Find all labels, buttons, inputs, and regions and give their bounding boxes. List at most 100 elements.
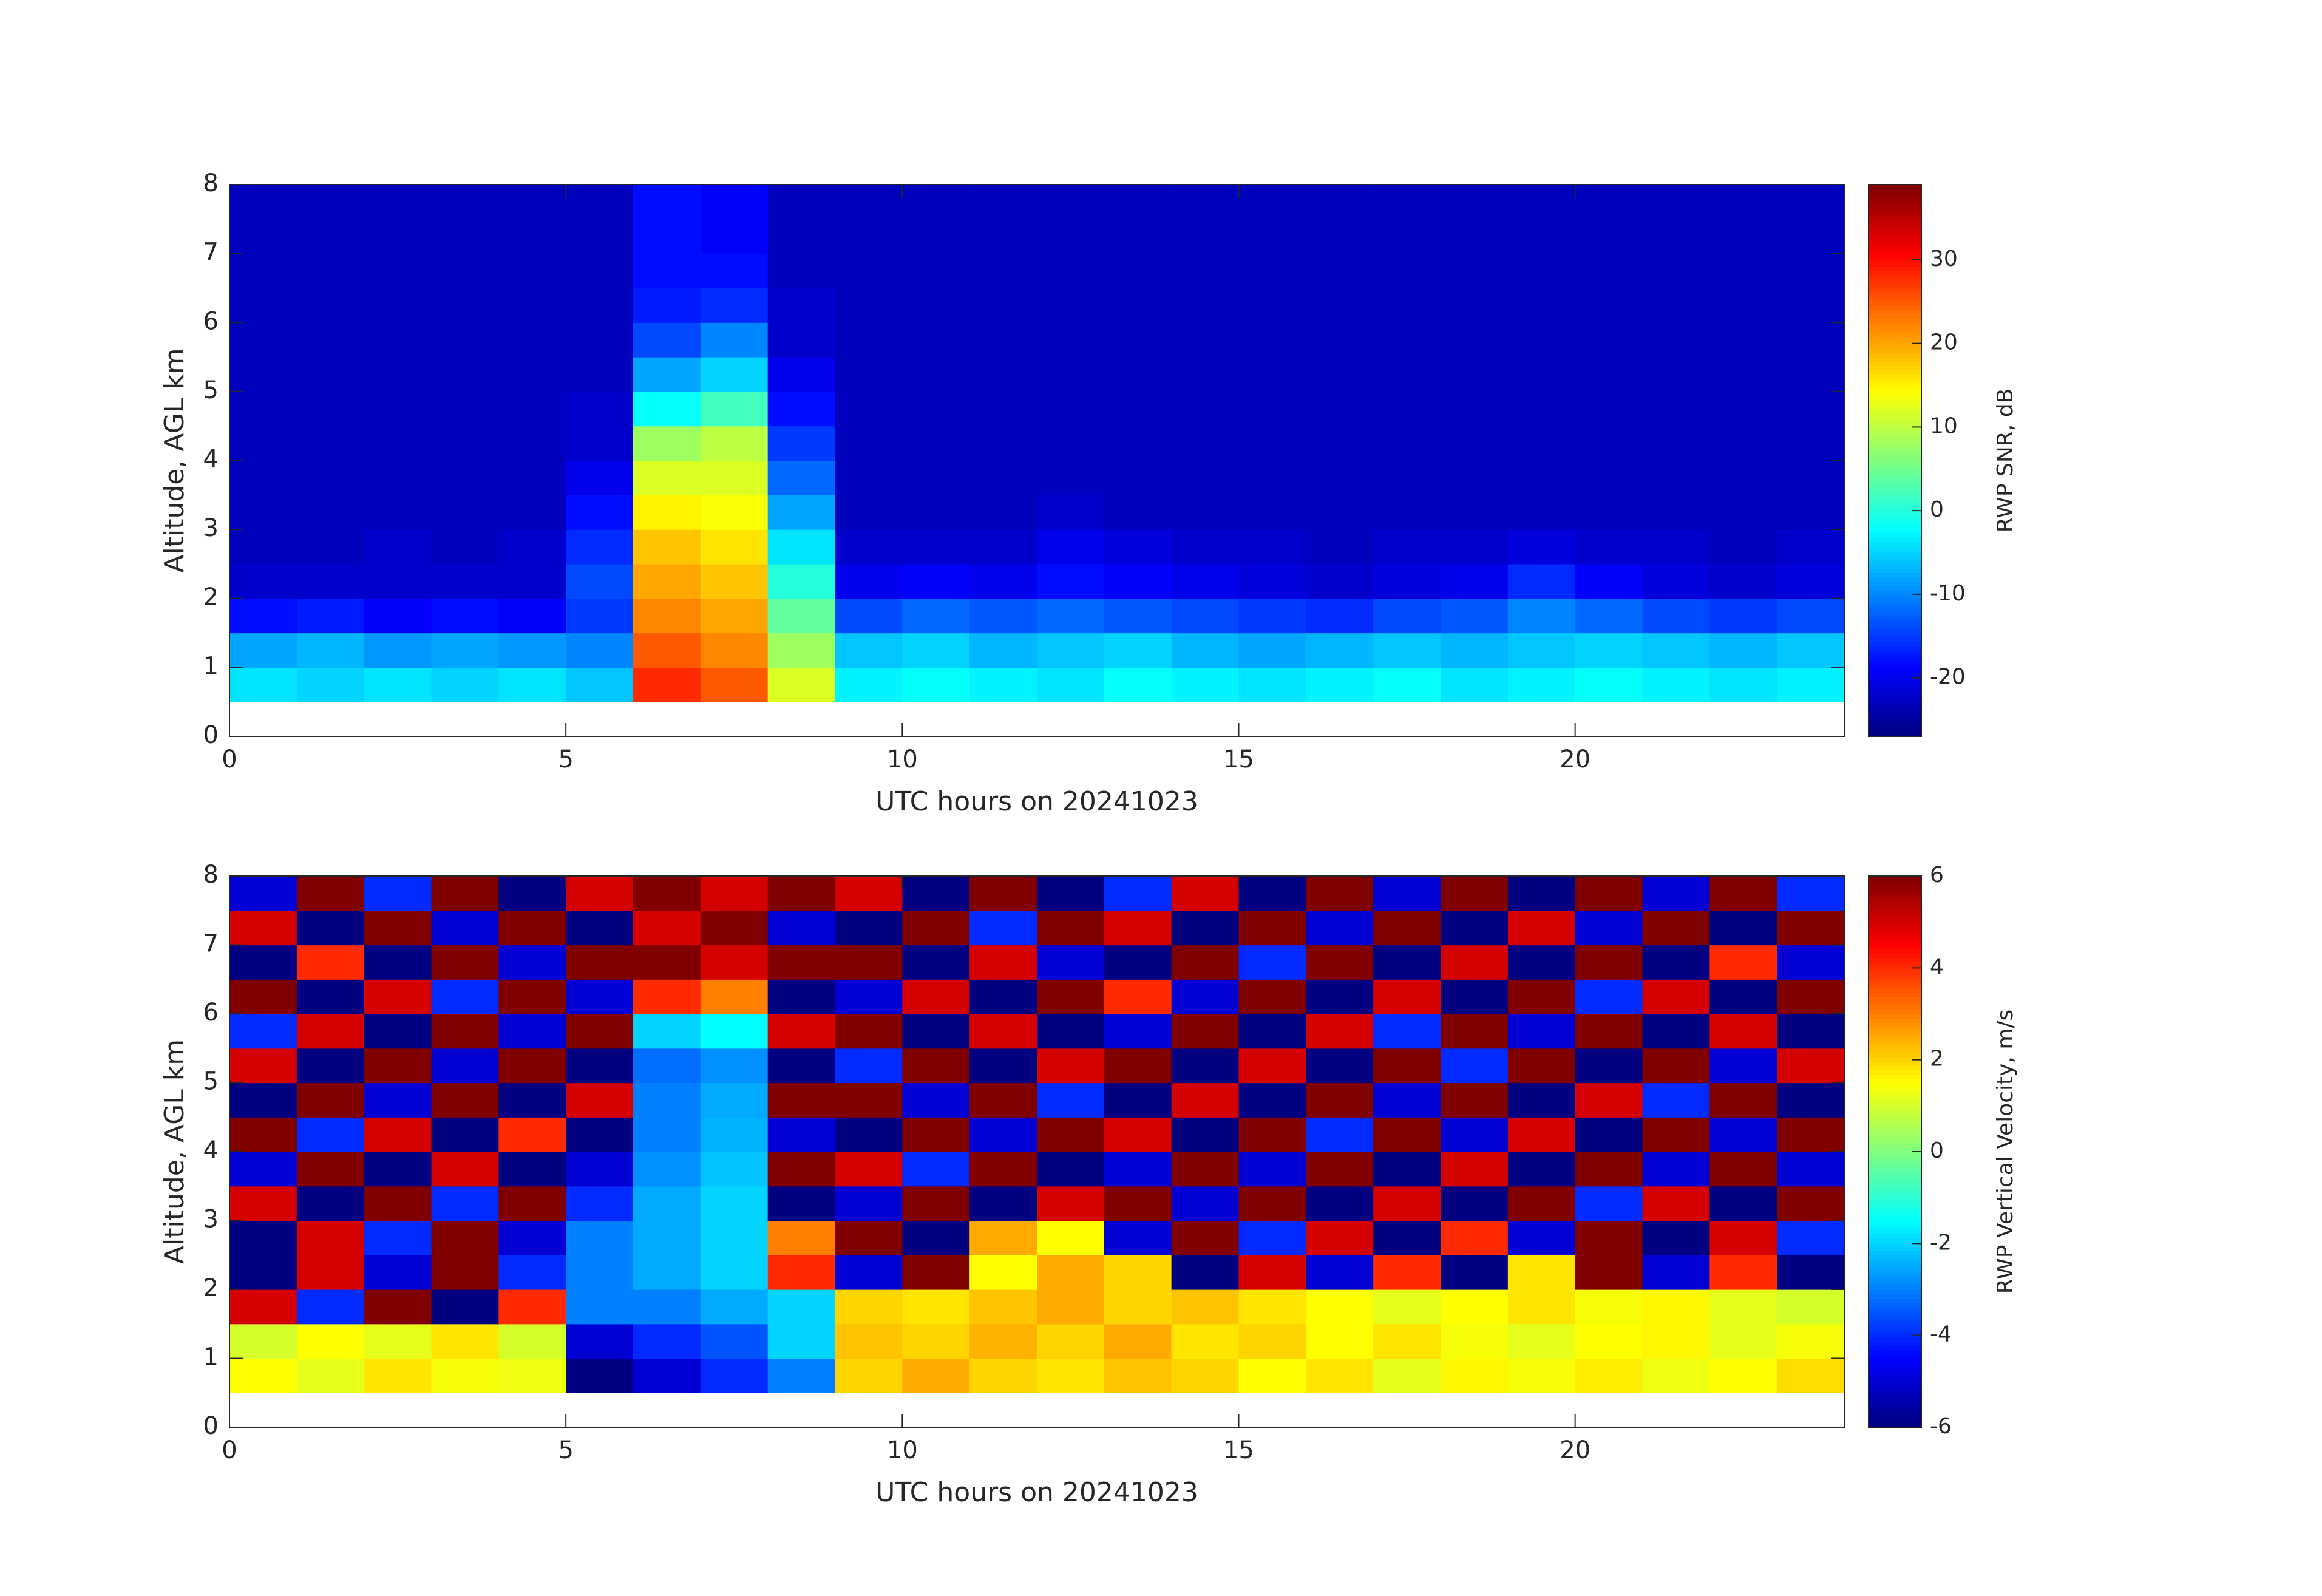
heatmap-cell <box>498 529 566 565</box>
heatmap-cell <box>835 1186 903 1221</box>
heatmap-cell <box>229 1014 297 1049</box>
heatmap-cell <box>431 1186 499 1221</box>
colorbar-swatch <box>1869 1052 1921 1058</box>
heatmap-cell <box>902 910 970 946</box>
colorbar-swatch <box>1869 1104 1921 1109</box>
heatmap-cell <box>1306 460 1374 495</box>
heatmap-cell <box>700 1117 769 1152</box>
heatmap-cell <box>1171 357 1240 392</box>
heatmap-cell <box>431 1358 499 1393</box>
colorbar-swatch <box>1869 249 1921 254</box>
heatmap-cell <box>296 910 365 946</box>
heatmap-cell <box>1507 876 1576 911</box>
colorbar-swatch <box>1869 983 1921 989</box>
colorbar-swatch <box>1869 305 1921 310</box>
heatmap-cell <box>1507 979 1576 1014</box>
heatmap-cell <box>633 945 701 980</box>
heatmap-cell <box>1777 253 1845 289</box>
heatmap-cell <box>566 1289 634 1325</box>
heatmap-cell <box>633 910 701 946</box>
heatmap-cell <box>296 1186 365 1221</box>
heatmap-cell <box>1507 253 1576 289</box>
heatmap-cell <box>902 563 970 599</box>
colorbar-swatch <box>1869 284 1921 289</box>
heatmap-cell <box>1238 979 1306 1014</box>
heatmap-cell <box>364 1220 432 1255</box>
heatmap-cell <box>633 563 701 599</box>
colorbar-swatch <box>1869 185 1921 189</box>
heatmap-cell <box>498 945 566 980</box>
heatmap-cell <box>566 1048 634 1084</box>
colorbar-swatch <box>1869 206 1921 211</box>
colorbar-tick-label: -2 <box>1930 1230 1952 1255</box>
colorbar-swatch <box>1869 1332 1921 1337</box>
colorbar-swatch <box>1869 219 1921 224</box>
heatmap-cell <box>835 910 903 946</box>
heatmap-cell <box>767 288 836 323</box>
heatmap-cell <box>1642 219 1710 254</box>
heatmap-cell <box>296 945 365 980</box>
heatmap-cell <box>431 667 499 702</box>
heatmap-cell <box>1306 1323 1374 1359</box>
heatmap-cell <box>431 1082 499 1118</box>
colorbar-swatch <box>1869 1207 1921 1213</box>
colorbar-swatch <box>1869 1319 1921 1325</box>
heatmap-cell <box>767 460 836 495</box>
heatmap-cell <box>431 945 499 980</box>
heatmap-cell <box>767 910 836 946</box>
heatmap-cell <box>431 1323 499 1359</box>
heatmap-cell <box>1037 1358 1105 1393</box>
colorbar-swatch <box>1869 1044 1921 1049</box>
colorbar-swatch <box>1869 1246 1921 1251</box>
heatmap-cell <box>1575 529 1643 565</box>
heatmap-cell <box>1037 357 1105 392</box>
colorbar-swatch <box>1869 671 1921 677</box>
colorbar-tick-label: 2 <box>1930 1047 1944 1071</box>
heatmap-cell <box>1306 426 1374 461</box>
heatmap-cell <box>1642 979 1710 1014</box>
heatmap-cell <box>296 322 365 358</box>
heatmap-cell <box>969 1323 1037 1359</box>
heatmap-cell <box>1037 910 1105 946</box>
colorbar-swatch <box>1869 563 1921 569</box>
heatmap-cell <box>1642 460 1710 495</box>
heatmap-cell <box>364 1117 432 1152</box>
colorbar-swatch <box>1869 339 1921 345</box>
heatmap-cell <box>296 1152 365 1187</box>
heatmap-cell <box>1507 495 1576 530</box>
colorbar-swatch <box>1869 577 1921 582</box>
colorbar-swatch <box>1869 361 1921 367</box>
heatmap-cell <box>1037 667 1105 702</box>
y-tick-label: 2 <box>203 1274 219 1302</box>
heatmap-cell <box>1104 945 1172 980</box>
colorbar-swatch <box>1869 611 1921 616</box>
colorbar-swatch <box>1869 659 1921 664</box>
heatmap-cell <box>969 1082 1037 1118</box>
heatmap-cell <box>1441 322 1509 358</box>
colorbar-swatch <box>1869 266 1921 271</box>
heatmap-cell <box>296 1014 365 1049</box>
colorbar-swatch <box>1869 473 1921 478</box>
heatmap-cell <box>1709 1082 1777 1118</box>
colorbar-swatch <box>1869 641 1921 647</box>
heatmap-cell <box>1642 667 1710 702</box>
heatmap-cell <box>1507 1186 1576 1221</box>
y-tick-label: 1 <box>203 652 219 680</box>
heatmap-cell <box>498 1186 566 1221</box>
colorbar-swatch <box>1869 1414 1921 1419</box>
colorbar-swatch <box>1869 253 1921 259</box>
heatmap-cell <box>364 1048 432 1084</box>
x-tick-label: 20 <box>1560 745 1590 773</box>
heatmap-cell <box>1507 1048 1576 1084</box>
heatmap-cell <box>364 1289 432 1325</box>
heatmap-cell <box>296 1117 365 1152</box>
heatmap-cell <box>835 1014 903 1049</box>
heatmap-cell <box>1238 185 1306 220</box>
heatmap-cell <box>835 1117 903 1152</box>
heatmap-cell <box>229 219 297 254</box>
heatmap-cell <box>902 529 970 565</box>
heatmap-cell <box>633 185 701 220</box>
heatmap-cell <box>229 1358 297 1393</box>
heatmap-cell <box>1306 1358 1374 1393</box>
heatmap-cell <box>700 426 769 461</box>
